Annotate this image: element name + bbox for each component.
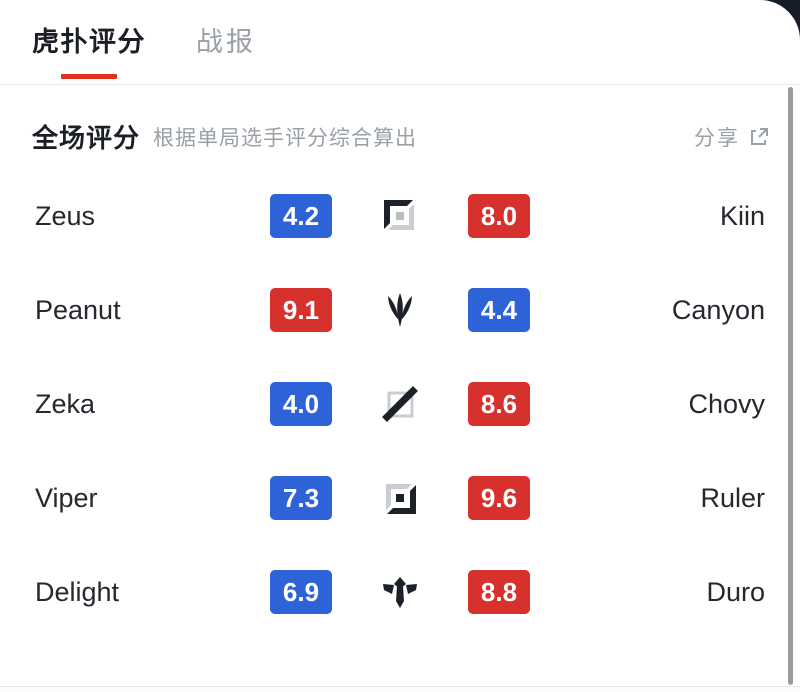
share-button[interactable]: 分享 [694,122,770,152]
left-player-name: Viper [35,482,98,513]
tab-bar: 虎扑评分 战报 [0,0,800,85]
right-score-badge: 4.4 [468,288,530,332]
right-player-name: Kiin [719,200,765,231]
right-score-badge: 8.0 [468,194,530,238]
right-player-name: Duro [706,576,765,607]
player-rating-row[interactable]: Zeus 4.2 8.0 Kiin [0,169,800,263]
section-subtitle: 根据单局选手评分综合算出 [153,126,418,150]
left-score-badge: 4.0 [270,382,332,426]
bot-lane-icon [380,478,420,518]
left-score-badge: 7.3 [270,476,332,520]
player-rating-row[interactable]: Peanut 9.1 4.4 Canyon [0,263,800,357]
vertical-scrollbar[interactable] [788,87,793,685]
left-player-name: Delight [35,576,120,607]
tab-battle-report[interactable]: 战报 [196,27,256,57]
section-header: 全场评分 根据单局选手评分综合算出 分享 [32,118,770,155]
support-icon [380,572,420,612]
mid-lane-icon [380,384,420,424]
top-lane-icon [380,196,420,236]
left-player-name: Zeka [35,388,96,419]
share-external-icon [751,127,768,145]
left-score-badge: 4.2 [270,194,332,238]
left-player-name: Zeus [35,200,96,231]
player-rating-row[interactable]: Viper 7.3 9.6 Ruler [0,451,800,545]
right-score-badge: 9.6 [468,476,530,520]
rating-rows: Zeus 4.2 8.0 Kiin Peanut 9.1 4.4 Canyon … [0,169,800,639]
left-score-badge: 6.9 [270,570,332,614]
player-rating-row[interactable]: Zeka 4.0 8.6 Chovy [0,357,800,451]
bottom-edge [0,687,800,692]
right-player-name: Canyon [671,294,765,325]
section-title: 全场评分 [32,123,141,153]
left-player-name: Peanut [35,294,121,325]
share-label: 分享 [694,126,740,150]
right-player-name: Chovy [688,388,765,419]
player-rating-row[interactable]: Delight 6.9 8.8 Duro [0,545,800,639]
right-score-badge: 8.8 [468,570,530,614]
left-score-badge: 9.1 [270,288,332,332]
right-player-name: Ruler [700,482,765,513]
jungle-icon [380,290,420,330]
bottom-divider [0,686,800,687]
tab-hupu-rating[interactable]: 虎扑评分 [32,27,146,80]
right-score-badge: 8.6 [468,382,530,426]
